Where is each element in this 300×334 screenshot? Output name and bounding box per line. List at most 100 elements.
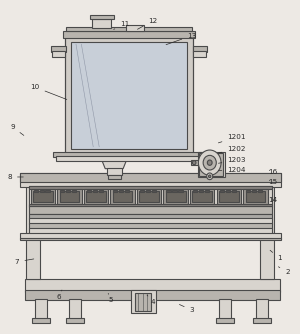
- Bar: [126, 25, 144, 31]
- Text: 7: 7: [15, 259, 34, 265]
- Bar: [65, 37, 193, 154]
- Bar: [193, 46, 207, 52]
- Text: 11: 11: [114, 21, 129, 29]
- Text: 14: 14: [268, 197, 277, 203]
- Bar: [93, 190, 97, 192]
- Bar: [246, 191, 265, 202]
- Bar: [29, 223, 272, 228]
- Bar: [35, 299, 47, 320]
- Text: 10: 10: [30, 84, 67, 100]
- Bar: [69, 299, 81, 320]
- Bar: [216, 318, 234, 323]
- Bar: [63, 31, 195, 38]
- Bar: [164, 189, 188, 204]
- Bar: [172, 190, 177, 192]
- Bar: [53, 152, 205, 157]
- Bar: [86, 191, 106, 202]
- Bar: [31, 189, 55, 204]
- Bar: [84, 189, 108, 204]
- Bar: [20, 173, 281, 182]
- Bar: [108, 175, 121, 179]
- Bar: [59, 191, 79, 202]
- Bar: [198, 152, 225, 177]
- Bar: [146, 190, 150, 192]
- Bar: [166, 191, 185, 202]
- Text: 16: 16: [268, 169, 277, 175]
- Bar: [52, 46, 66, 52]
- Bar: [178, 190, 182, 192]
- Bar: [90, 15, 114, 19]
- Bar: [57, 189, 82, 204]
- Bar: [113, 191, 132, 202]
- Bar: [29, 186, 272, 189]
- Bar: [205, 190, 209, 192]
- Bar: [119, 190, 123, 192]
- Bar: [256, 299, 268, 320]
- Bar: [243, 189, 268, 204]
- Bar: [152, 190, 156, 192]
- Text: 9: 9: [10, 124, 24, 135]
- Circle shape: [198, 150, 221, 175]
- Bar: [40, 190, 44, 192]
- Text: 3: 3: [179, 305, 194, 313]
- Text: 1: 1: [270, 250, 282, 262]
- Bar: [29, 213, 272, 218]
- Bar: [32, 318, 50, 323]
- Text: 1201: 1201: [218, 134, 246, 143]
- Circle shape: [207, 173, 213, 180]
- Text: 4: 4: [147, 295, 155, 305]
- Bar: [87, 190, 91, 192]
- Bar: [29, 186, 272, 207]
- Bar: [107, 168, 122, 175]
- Text: 6: 6: [57, 290, 62, 300]
- Bar: [199, 190, 203, 192]
- Bar: [130, 290, 156, 313]
- Bar: [66, 318, 84, 323]
- Bar: [135, 293, 152, 311]
- Bar: [46, 190, 50, 192]
- Circle shape: [207, 160, 212, 165]
- Bar: [60, 190, 64, 192]
- Bar: [258, 190, 262, 192]
- Bar: [29, 206, 272, 214]
- Bar: [219, 299, 231, 320]
- Bar: [66, 27, 192, 31]
- Bar: [252, 190, 256, 192]
- Bar: [52, 51, 65, 57]
- Bar: [190, 189, 214, 204]
- Text: 15: 15: [268, 179, 277, 185]
- Bar: [110, 189, 135, 204]
- Bar: [72, 190, 76, 192]
- Bar: [260, 186, 274, 279]
- Text: 2: 2: [278, 267, 290, 275]
- Bar: [140, 190, 144, 192]
- Bar: [137, 189, 161, 204]
- Text: 1203: 1203: [218, 157, 246, 163]
- Bar: [192, 191, 212, 202]
- Bar: [25, 290, 280, 300]
- Circle shape: [208, 175, 211, 178]
- Text: 1202: 1202: [218, 146, 246, 153]
- Bar: [193, 51, 206, 57]
- Circle shape: [192, 161, 196, 165]
- Bar: [71, 42, 187, 149]
- Bar: [29, 218, 272, 223]
- Bar: [253, 318, 271, 323]
- Text: 5: 5: [108, 293, 113, 303]
- Bar: [113, 190, 118, 192]
- Bar: [226, 190, 230, 192]
- Text: 13: 13: [166, 33, 196, 45]
- Text: 12: 12: [137, 18, 158, 29]
- Bar: [20, 173, 281, 187]
- Polygon shape: [99, 154, 129, 169]
- Bar: [199, 153, 223, 176]
- Bar: [65, 37, 193, 154]
- Bar: [99, 190, 103, 192]
- Bar: [246, 190, 250, 192]
- Bar: [219, 191, 239, 202]
- Bar: [29, 204, 272, 206]
- Bar: [25, 279, 280, 292]
- Bar: [92, 19, 111, 28]
- Bar: [139, 191, 159, 202]
- Bar: [56, 156, 202, 161]
